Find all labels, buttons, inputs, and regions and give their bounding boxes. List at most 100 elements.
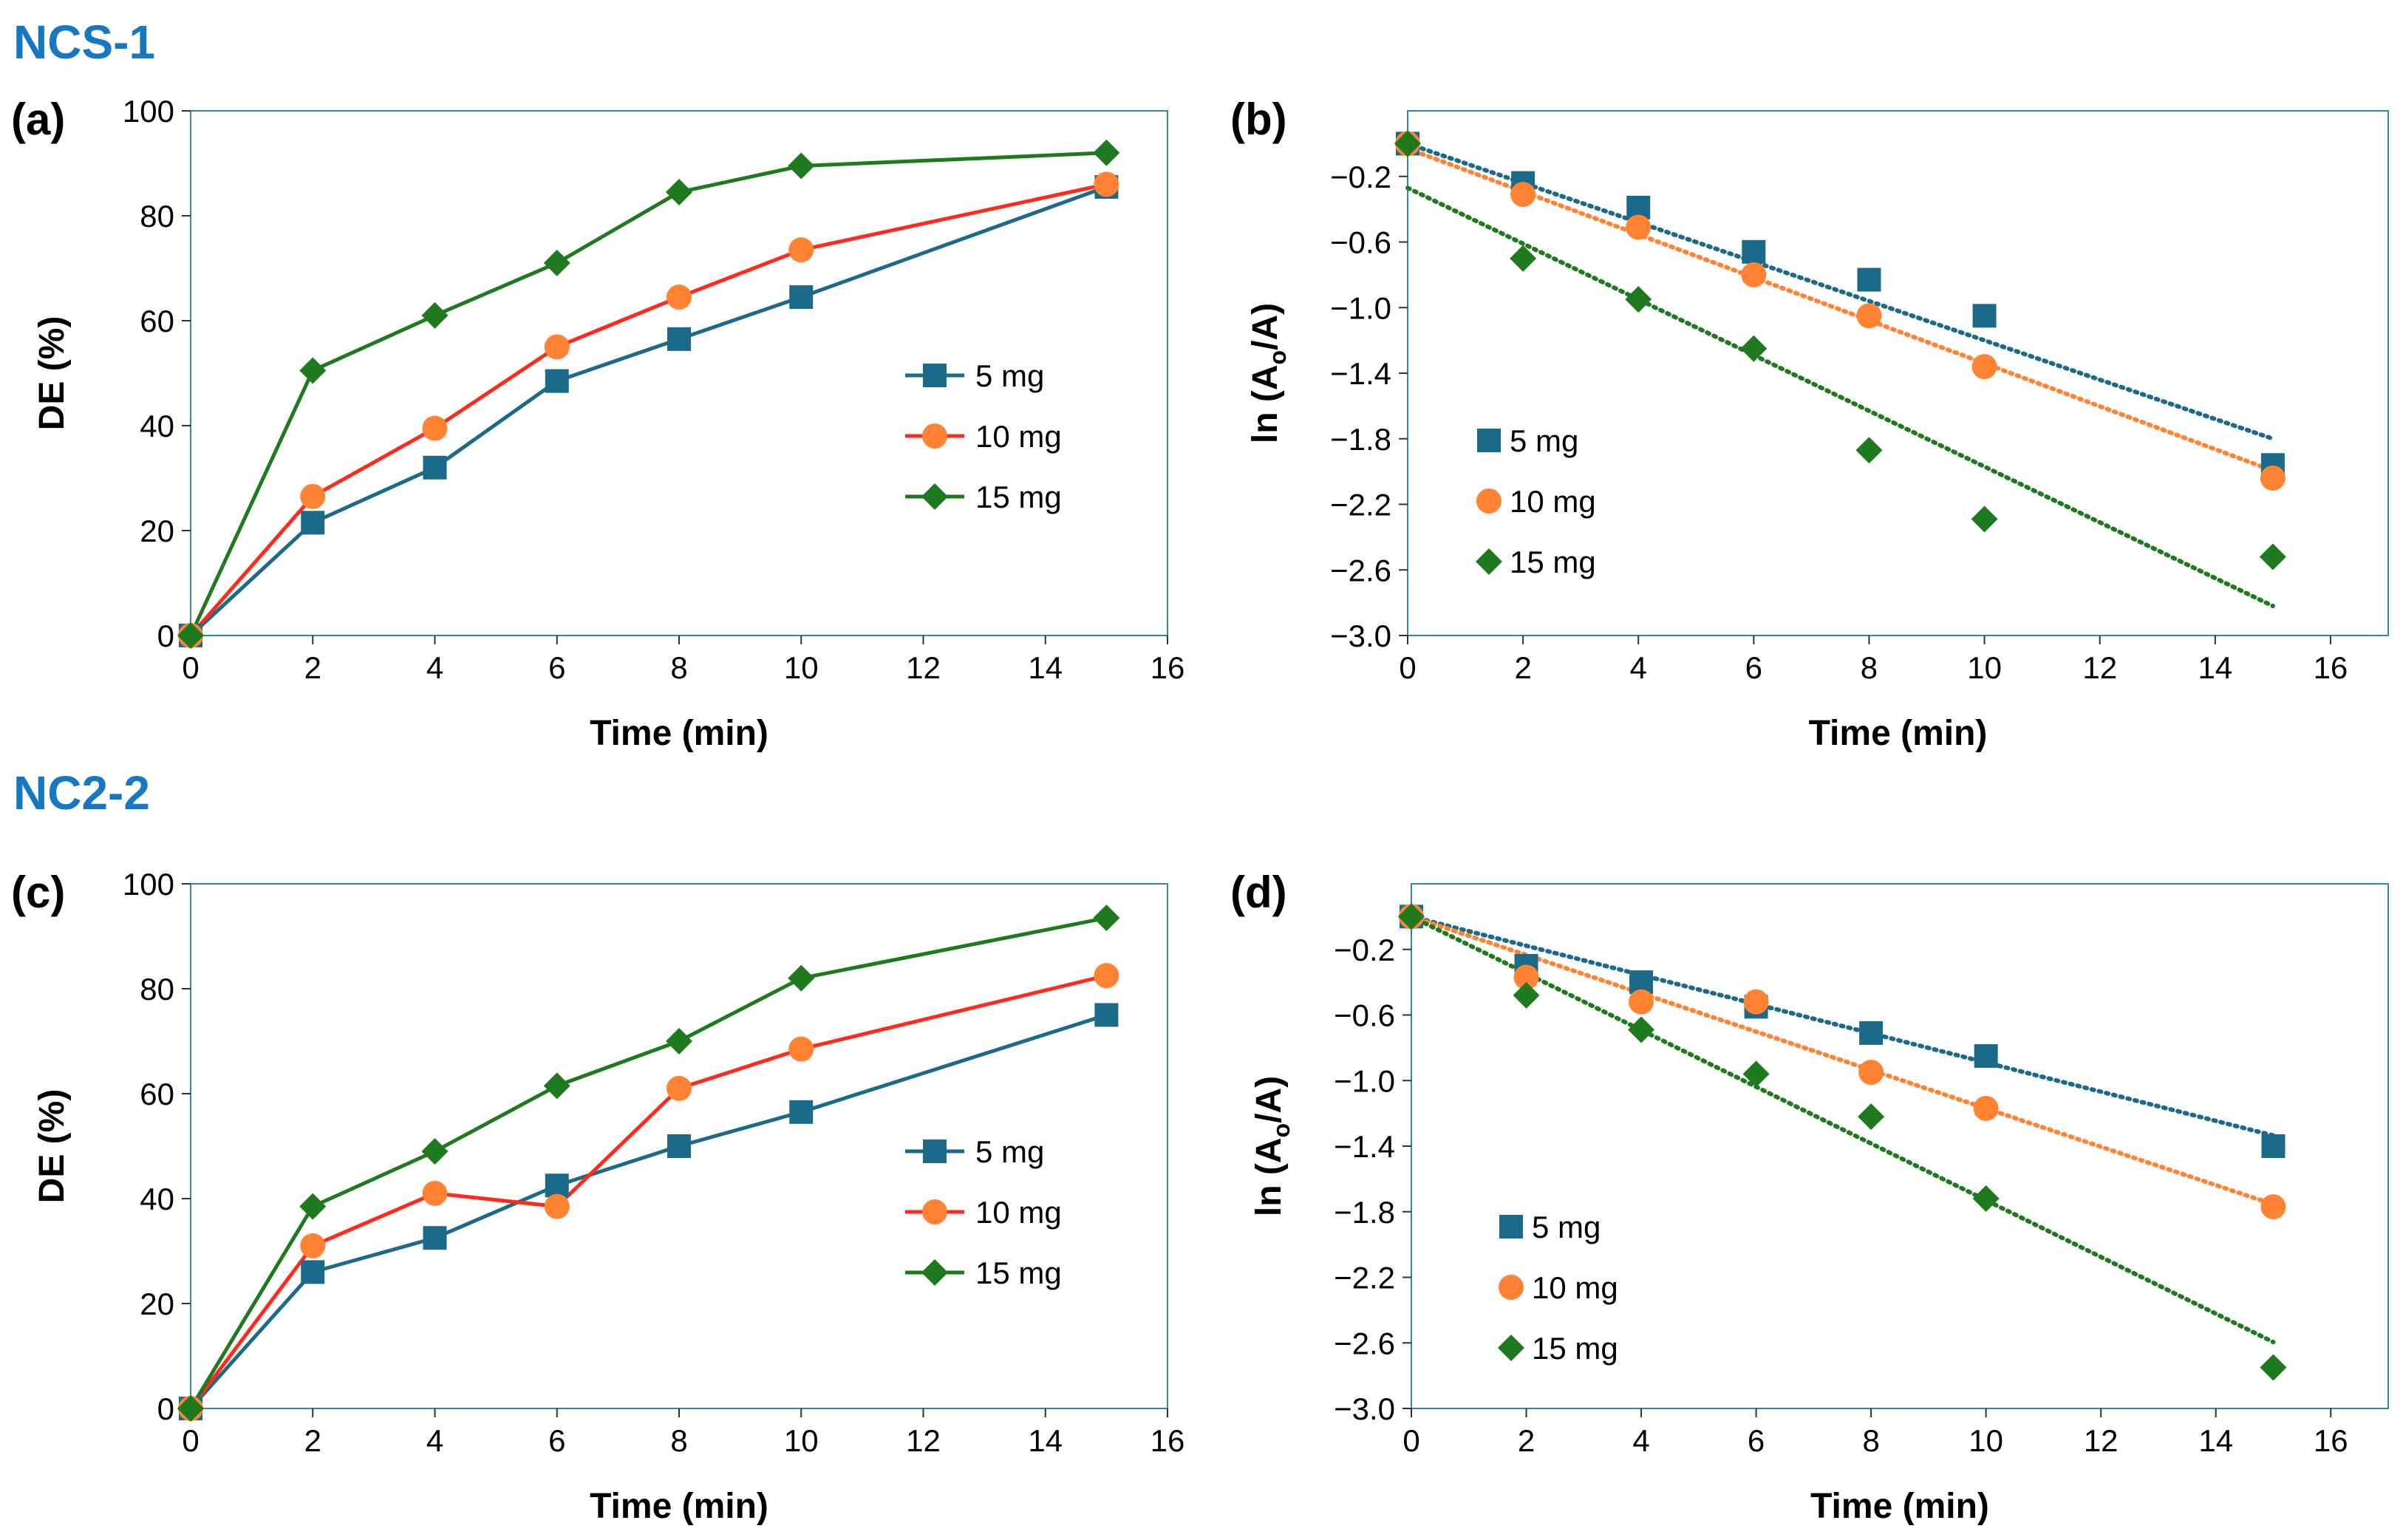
trendline-b-10mg: [1405, 146, 2275, 474]
data-point-a-5mg: [667, 327, 691, 351]
x-tick-label-a: 0: [182, 650, 199, 685]
y-axis-title-d: ln (Ao/A): [1250, 1076, 1295, 1216]
series-line-a-10mg: [189, 182, 1107, 637]
x-tick-label-d: 16: [2314, 1423, 2348, 1458]
y-axis-title-main-d: ln (A: [1250, 1137, 1289, 1216]
x-tick-label-a: 6: [548, 650, 565, 685]
legend-marker-d-1: [1499, 1275, 1524, 1300]
x-tick-label-a: 4: [426, 650, 443, 685]
data-point-b-15mg: [1625, 286, 1652, 313]
trendline-d-5mg: [1409, 914, 2276, 1138]
legend-label-c-1: 10 mg: [975, 1195, 1062, 1230]
panel-label-c: (c): [11, 868, 65, 917]
data-point-c-15mg: [299, 1193, 327, 1220]
data-point-c-15mg: [421, 1138, 449, 1165]
data-point-c-10mg: [544, 1193, 570, 1219]
x-tick-label-c: 6: [548, 1423, 565, 1458]
y-tick-label-a: 60: [140, 304, 174, 338]
series-line-c-5mg: [189, 1013, 1108, 1410]
legend-marker-a-2: [921, 483, 948, 510]
legend-marker-d-0: [1499, 1215, 1523, 1239]
data-point-c-5mg: [667, 1134, 691, 1158]
y-axis-title-main-b: ln (A: [1246, 364, 1285, 443]
x-tick-label-c: 2: [304, 1423, 321, 1458]
x-tick-label-d: 12: [2084, 1423, 2119, 1458]
section-title-nc22: NC2-2: [13, 766, 150, 820]
data-point-d-15mg: [1742, 1060, 1770, 1088]
x-tick-label-c: 12: [906, 1423, 941, 1458]
data-point-d-10mg: [1973, 1095, 1999, 1121]
data-point-c-5mg: [789, 1100, 814, 1124]
data-point-b-15mg: [1740, 335, 1768, 362]
data-point-d-15mg: [2260, 1354, 2287, 1381]
data-point-d-10mg: [2260, 1194, 2286, 1220]
x-tick-label-a: 14: [1028, 650, 1063, 685]
y-tick-label-c: 100: [123, 867, 174, 902]
y-tick-label-d: −0.6: [1334, 998, 1395, 1033]
y-tick-label-a: 40: [140, 409, 174, 443]
x-tick-label-b: 6: [1745, 650, 1762, 685]
x-tick-label-c: 10: [784, 1423, 819, 1458]
data-point-b-10mg: [1626, 214, 1652, 240]
y-axis-title-c: DE (%): [33, 1089, 72, 1204]
data-point-c-10mg: [1094, 963, 1119, 989]
trendline-b-5mg: [1405, 141, 2275, 441]
legend-marker-c-1: [922, 1199, 947, 1224]
legend-marker-b-1: [1476, 488, 1502, 514]
x-tick-label-b: 4: [1630, 650, 1647, 685]
x-tick-label-d: 4: [1632, 1423, 1649, 1458]
x-tick-label-d: 6: [1748, 1423, 1765, 1458]
data-point-d-15mg: [1972, 1185, 2000, 1212]
data-point-c-10mg: [300, 1233, 326, 1258]
x-tick-label-d: 8: [1862, 1423, 1879, 1458]
data-point-c-5mg: [301, 1260, 325, 1284]
data-point-b-10mg: [1971, 354, 1997, 380]
x-tick-label-c: 0: [182, 1423, 199, 1458]
y-tick-label-b: −1.8: [1330, 422, 1391, 457]
x-tick-label-b: 0: [1399, 650, 1416, 685]
legend-label-b-0: 5 mg: [1510, 423, 1578, 458]
x-tick-label-b: 10: [1967, 650, 2002, 685]
legend-label-a-0: 5 mg: [975, 358, 1044, 393]
legend-label-c-0: 5 mg: [975, 1134, 1044, 1169]
legend-label-c-2: 15 mg: [975, 1255, 1062, 1290]
data-point-a-5mg: [423, 455, 447, 480]
y-tick-label-d: −3.0: [1334, 1391, 1395, 1426]
x-tick-label-d: 10: [1969, 1423, 2003, 1458]
data-point-b-15mg: [2259, 543, 2286, 570]
legend-label-d-1: 10 mg: [1532, 1270, 1618, 1305]
x-tick-label-a: 16: [1151, 650, 1185, 685]
x-tick-label-c: 16: [1151, 1423, 1185, 1458]
y-tick-label-b: −2.2: [1330, 488, 1391, 522]
y-tick-label-b: −1.0: [1330, 290, 1391, 325]
y-tick-label-a: 0: [157, 619, 174, 653]
y-tick-label-b: −0.2: [1330, 160, 1391, 194]
y-tick-label-b: −1.4: [1330, 356, 1391, 391]
data-point-b-10mg: [1856, 303, 1882, 329]
x-tick-label-b: 8: [1861, 650, 1878, 685]
data-point-d-5mg: [2261, 1134, 2286, 1158]
data-point-a-10mg: [788, 237, 814, 263]
x-tick-label-c: 4: [426, 1423, 443, 1458]
trendline-d-15mg: [1409, 914, 2276, 1345]
data-point-a-5mg: [301, 511, 325, 535]
series-line-a-15mg: [188, 151, 1107, 637]
data-point-b-10mg: [1510, 182, 1536, 208]
data-point-a-10mg: [1094, 171, 1119, 197]
series-line-c-15mg: [188, 916, 1107, 1410]
x-tick-label-d: 14: [2198, 1423, 2233, 1458]
data-point-a-15mg: [666, 179, 692, 206]
y-axis-title-sub-b: o: [1264, 350, 1291, 365]
y-tick-label-c: 40: [140, 1182, 174, 1216]
trendline-d-10mg: [1409, 914, 2276, 1207]
x-tick-label-b: 14: [2198, 650, 2232, 685]
data-point-d-15mg: [1628, 1016, 1655, 1043]
x-axis-title-a: Time (min): [590, 714, 768, 753]
y-tick-label-b: −3.0: [1330, 619, 1391, 653]
y-axis-title-b: ln (Ao/A): [1246, 303, 1291, 443]
data-point-c-15mg: [543, 1072, 570, 1100]
data-point-a-10mg: [544, 334, 570, 360]
y-axis-title-sub-d: o: [1268, 1123, 1295, 1138]
legend-label-a-1: 10 mg: [975, 419, 1062, 454]
